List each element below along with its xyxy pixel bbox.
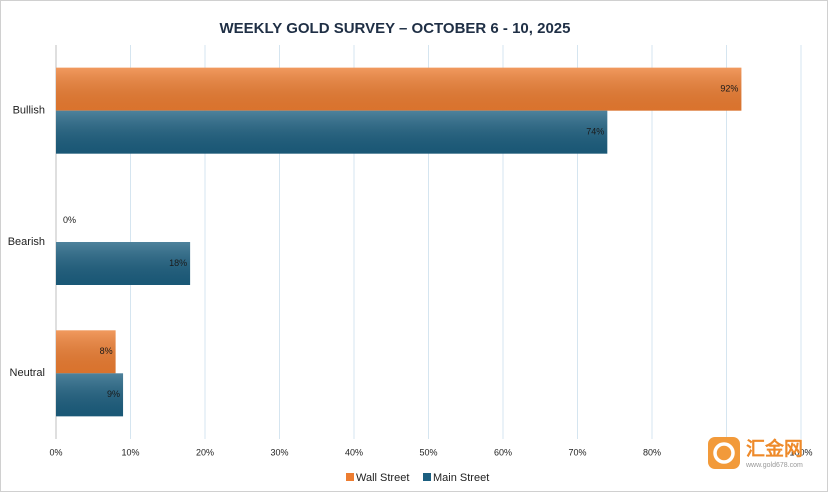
watermark-brand: 汇金网 — [746, 437, 803, 460]
watermark-icon-ring — [713, 442, 735, 464]
bar-shade — [56, 373, 124, 417]
value-label: 8% — [100, 346, 113, 356]
value-label: 92% — [720, 84, 738, 94]
value-label: 18% — [169, 258, 187, 268]
x-tick-label: 50% — [419, 447, 437, 457]
chart-title: WEEKLY GOLD SURVEY – OCTOBER 6 - 10, 202… — [220, 20, 571, 37]
value-label: 0% — [63, 215, 76, 225]
legend-label: Main Street — [433, 472, 489, 484]
legend-label: Wall Street — [356, 472, 409, 484]
legend-swatch — [423, 473, 431, 481]
x-tick-label: 20% — [196, 447, 214, 457]
x-tick-label: 10% — [121, 447, 139, 457]
watermark: 汇金网 www.gold678.com — [708, 437, 803, 469]
legend-swatch — [346, 473, 354, 481]
x-tick-label: 80% — [643, 447, 661, 457]
watermark-url: www.gold678.com — [745, 462, 803, 469]
x-tick-label: 30% — [270, 447, 288, 457]
bar-shade — [56, 110, 608, 154]
x-tick-label: 60% — [494, 447, 512, 457]
value-label: 9% — [107, 389, 120, 399]
x-tick-label: 70% — [568, 447, 586, 457]
x-tick-label: 40% — [345, 447, 363, 457]
y-tick-label: Neutral — [10, 367, 45, 379]
y-tick-label: Bullish — [13, 105, 45, 117]
x-tick-label: 100% — [789, 447, 812, 457]
bar-shade — [56, 67, 742, 111]
x-tick-label: 0% — [49, 447, 62, 457]
value-label: 74% — [586, 127, 604, 137]
y-tick-label: Bearish — [8, 236, 45, 248]
watermark-icon — [708, 437, 740, 469]
bar-shade — [56, 330, 116, 374]
bar-shade — [56, 242, 191, 285]
